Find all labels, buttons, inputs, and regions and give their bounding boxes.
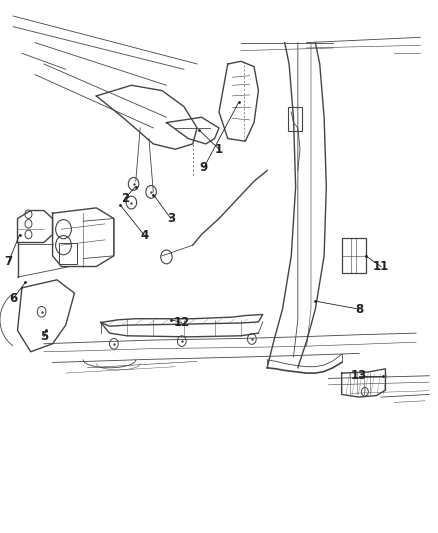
Text: 6: 6 xyxy=(9,292,17,305)
Text: 3: 3 xyxy=(167,212,175,225)
Bar xyxy=(288,107,302,131)
Text: 9: 9 xyxy=(200,161,208,174)
Text: 7: 7 xyxy=(5,255,13,268)
Text: 8: 8 xyxy=(355,303,363,316)
Bar xyxy=(342,238,366,273)
Text: 13: 13 xyxy=(351,369,367,382)
Text: 11: 11 xyxy=(373,260,389,273)
Text: 5: 5 xyxy=(40,330,48,343)
Text: 4: 4 xyxy=(141,229,148,242)
Bar xyxy=(59,243,77,264)
Text: 12: 12 xyxy=(173,316,190,329)
Text: 2: 2 xyxy=(121,192,129,205)
Text: 1: 1 xyxy=(215,143,223,156)
